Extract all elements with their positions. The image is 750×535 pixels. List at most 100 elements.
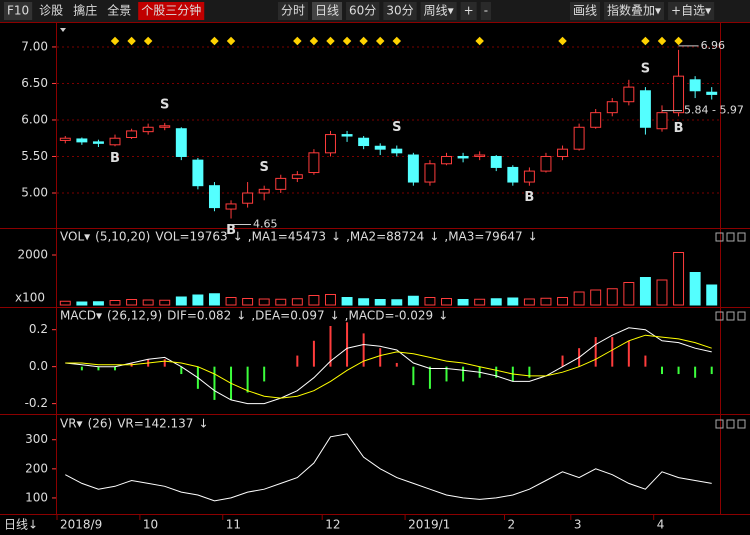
zoom-button[interactable]: + [464, 4, 474, 18]
indicator-header: ↓ [429, 230, 439, 244]
period-button-bg[interactable] [383, 2, 417, 20]
indicator-header: ,MACD=-0.029 [345, 309, 434, 323]
zoom-button[interactable]: - [484, 4, 488, 18]
candle-body [656, 112, 668, 130]
trade-signal: B [674, 121, 684, 136]
candle-body [242, 192, 254, 204]
toolbar-button-bg[interactable] [4, 2, 33, 20]
volume-bar [192, 294, 204, 306]
panel-icon[interactable] [726, 232, 735, 242]
panel-icon[interactable] [715, 419, 724, 429]
y-tick-label: 7.00 [21, 39, 48, 53]
toolbar-button[interactable]: 全景 [107, 3, 131, 18]
candle-body [291, 174, 303, 179]
candle-body [175, 128, 187, 157]
footer-label[interactable]: 日线↓ [4, 518, 38, 532]
period-button[interactable]: 分时 [281, 4, 305, 18]
volume-bar [325, 294, 336, 306]
volume-bar [474, 298, 486, 306]
period-button-bg[interactable] [312, 2, 343, 20]
indicator-header[interactable]: MACD▾ [60, 309, 102, 323]
indicator-header: ↓ [438, 309, 448, 323]
indicator-header: (26,12,9) [107, 309, 162, 323]
dropdown-icon[interactable] [60, 28, 66, 32]
toolbar-tab-bg[interactable] [138, 2, 205, 20]
period-button-bg[interactable] [346, 2, 380, 20]
candle-body [208, 185, 220, 209]
signal-marker [143, 36, 153, 46]
indicator-header[interactable]: VOL▾ [60, 230, 90, 244]
panel-icon[interactable] [737, 419, 746, 429]
candle-body [706, 91, 718, 95]
candle-body [59, 137, 71, 141]
candle-body [142, 126, 154, 133]
period-button[interactable]: 60分 [349, 4, 376, 18]
toolbar-tab[interactable]: 个股三分钟 [141, 3, 201, 18]
volume-bar [159, 299, 171, 306]
volume-bar [208, 293, 220, 306]
candle-body [341, 134, 353, 137]
toolbar-button-bg[interactable] [570, 2, 601, 20]
price-annotation: 5.84 - 5.97 [684, 104, 744, 117]
y-tick-label: 6.00 [21, 112, 48, 126]
signal-marker [326, 36, 335, 46]
period-button[interactable]: 周线▾ [424, 4, 454, 18]
volume-bar [623, 282, 635, 306]
toolbar-button[interactable]: F10 [7, 4, 29, 18]
panel-icon[interactable] [715, 232, 724, 242]
indicator-header[interactable]: VR▾ [60, 417, 83, 431]
volume-bar [606, 288, 618, 306]
y-tick-label: 200 [25, 461, 48, 475]
toolbar-button[interactable]: 画线 [573, 4, 597, 18]
toolbar-button-bg[interactable] [604, 2, 665, 20]
panel-icon[interactable] [726, 311, 735, 321]
signal-marker [558, 36, 567, 46]
panel-icon[interactable] [737, 311, 746, 321]
toolbar-button[interactable]: +自选▾ [671, 4, 711, 18]
indicator-header: ,DEA=0.097 [251, 309, 324, 323]
period-button[interactable]: 30分 [386, 4, 413, 18]
indicator-header: (26) [88, 417, 113, 431]
zoom-button-bg[interactable] [460, 2, 477, 20]
x-tick-label: 11 [226, 518, 241, 532]
candle-body [308, 152, 320, 174]
panel-icon[interactable] [726, 419, 735, 429]
volume-bar [573, 291, 585, 306]
signal-marker [359, 36, 368, 46]
signal-marker [127, 36, 136, 46]
candle-body [474, 154, 486, 157]
trade-signal: S [160, 97, 169, 112]
volume-bar [407, 295, 419, 306]
y-tick-label: 5.00 [21, 185, 48, 199]
panel-icon[interactable] [715, 311, 724, 321]
candle-body [623, 86, 635, 103]
toolbar-button[interactable]: 诊股 [39, 4, 63, 18]
toolbar-button-bg[interactable] [668, 2, 715, 20]
volume-bar [673, 252, 685, 306]
candle-body [523, 170, 535, 183]
period-button-bg[interactable] [420, 2, 457, 20]
indicator-header: VOL=19763 [155, 230, 227, 244]
y-tick-label: 2000 [17, 248, 48, 262]
period-button-bg[interactable] [278, 2, 309, 20]
candle-body [109, 137, 121, 146]
y-tick-label: 300 [25, 432, 48, 446]
indicator-header: ↓ [331, 230, 341, 244]
period-button[interactable]: 日线 [315, 4, 339, 18]
toolbar-button[interactable]: 指数叠加▾ [607, 3, 661, 18]
signal-marker [226, 36, 236, 46]
panel-icon[interactable] [737, 232, 746, 242]
volume-bar [258, 298, 270, 306]
candle-body [540, 155, 552, 172]
toolbar-button[interactable]: 擒庄 [73, 3, 97, 18]
signal-marker [309, 36, 319, 46]
zoom-button-bg[interactable] [480, 2, 492, 20]
candle-body [92, 141, 104, 144]
candle-body [407, 154, 419, 183]
trade-signal: S [641, 62, 650, 77]
indicator-header: (5,10,20) [95, 230, 150, 244]
signal-marker [293, 36, 302, 46]
trade-signal: B [524, 190, 534, 205]
indicator-header: VR=142.137 [117, 417, 193, 431]
